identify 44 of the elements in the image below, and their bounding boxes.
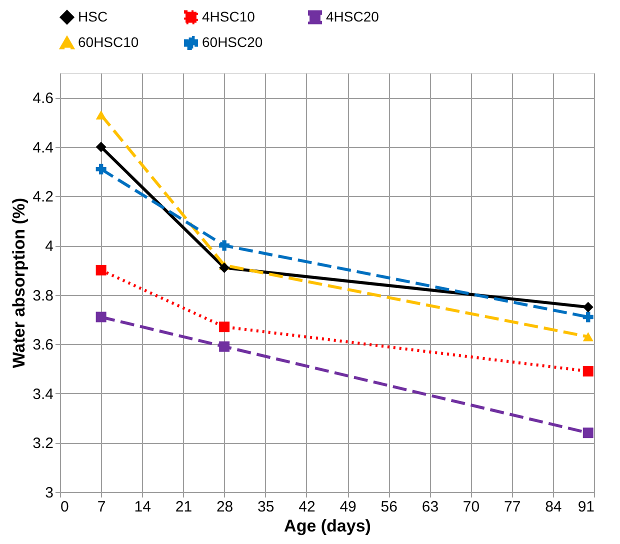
legend-label: 60HSC20: [202, 34, 263, 50]
x-tick-label: 70: [462, 498, 480, 516]
y-tick-label: 3.2: [32, 435, 54, 452]
point: [96, 142, 106, 152]
point: [96, 164, 106, 174]
y-tick-label: 4.4: [32, 139, 54, 156]
legend-label: 60HSC10: [78, 34, 139, 50]
x-axis-title: Age (days): [284, 516, 371, 536]
x-tick-label: 91: [578, 498, 594, 516]
legend-label: 4HSC10: [202, 8, 256, 24]
y-tick-label: 4.2: [32, 188, 54, 206]
y-tick-label: 4.6: [32, 90, 54, 108]
x-tick-label: 63: [422, 498, 439, 516]
x-tick-label: 28: [216, 498, 234, 516]
x-tick-label: 56: [380, 498, 398, 516]
x-tick-label: 21: [175, 498, 192, 516]
point: [219, 262, 230, 273]
point: [96, 264, 106, 276]
x-tick-label: 7: [97, 498, 106, 516]
point: [219, 240, 230, 251]
y-axis-title: Water absorption (%): [10, 198, 29, 368]
x-tick-label: 0: [60, 498, 69, 516]
point: [219, 322, 230, 332]
x-tick-label: 35: [258, 498, 274, 516]
legend-label: HSC: [78, 8, 108, 24]
x-tick-label: 84: [545, 498, 562, 516]
y-tick-label: 4: [45, 238, 54, 256]
x-tick-label: 42: [298, 498, 316, 516]
y-tick-label: 3.8: [32, 287, 54, 304]
point: [582, 366, 594, 376]
point: [582, 332, 594, 342]
x-tick-label: 14: [134, 498, 151, 516]
point: [582, 312, 594, 322]
point: [96, 110, 106, 120]
legend-label: 4HSC20: [326, 8, 380, 24]
y-tick-label: 3.4: [32, 386, 54, 403]
x-tick-label: 77: [504, 498, 521, 516]
y-tick-label: 3.6: [32, 336, 54, 354]
point: [96, 312, 106, 322]
point: [582, 302, 594, 312]
point: [219, 341, 230, 352]
point: [582, 428, 594, 438]
y-tick-label: 3: [45, 484, 54, 502]
x-tick-label: 49: [340, 498, 356, 516]
